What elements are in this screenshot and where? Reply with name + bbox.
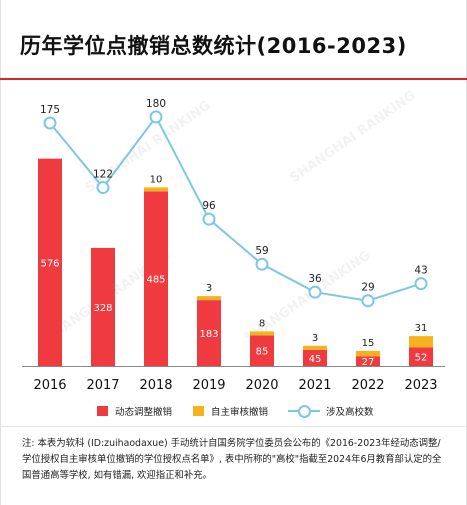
label-dynamic-2023: 52 (415, 353, 428, 364)
point-universities-2020 (255, 257, 269, 271)
label-dynamic-2019: 183 (199, 329, 218, 340)
line-universities (49, 115, 422, 302)
legend-swatch-dynamic (97, 406, 108, 416)
point-universities-2016 (43, 116, 57, 130)
chart-title: 历年学位点撤销总数统计(2016-2023) (20, 34, 407, 58)
bar-dynamic-2023 (409, 347, 433, 366)
legend: 动态调整撤销 自主审核撤销 涉及高校数 (0, 404, 467, 424)
bar-self-2019 (197, 296, 221, 301)
label-universities-2018: 180 (146, 98, 166, 110)
x-tick-2020: 2020 (245, 378, 278, 393)
label-dynamic-2018: 485 (146, 275, 165, 286)
x-tick-2019: 2019 (192, 378, 225, 393)
legend-label-universities: 涉及高校数 (326, 407, 374, 418)
x-tick-2016: 2016 (33, 378, 66, 393)
label-universities-2017: 122 (93, 169, 113, 181)
point-universities-2018 (149, 110, 163, 124)
x-tick-2021: 2021 (298, 378, 331, 393)
bar-self-2018 (144, 187, 168, 192)
label-self-2019: 3 (206, 283, 212, 294)
legend-item-dynamic: 动态调整撤销 (97, 404, 172, 418)
label-dynamic-2017: 328 (93, 303, 112, 314)
bar-dynamic-2018 (144, 191, 168, 366)
label-self-2022: 15 (362, 338, 375, 349)
label-universities-2016: 175 (40, 104, 60, 116)
legend-swatch-universities (288, 405, 320, 418)
point-universities-2023 (414, 277, 428, 291)
footnote: 注: 本表为软科 (ID:zuihaodaxue) 手动统计自国务院学位委员会公… (22, 438, 442, 481)
point-universities-2017 (96, 181, 110, 195)
title-rule (0, 78, 467, 80)
x-tick-2017: 2017 (86, 378, 119, 393)
label-dynamic-2016: 576 (40, 258, 59, 269)
label-universities-2022: 29 (361, 282, 374, 294)
label-dynamic-2021: 45 (309, 354, 322, 365)
legend-label-dynamic: 动态调整撤销 (115, 407, 173, 418)
point-universities-2022 (361, 294, 375, 308)
label-dynamic-2022: 27 (362, 357, 375, 368)
x-tick-2022: 2022 (351, 378, 384, 393)
x-tick-2018: 2018 (139, 378, 172, 393)
chart-plot: SHANGHAI RANKING SHANGHAI RANKINGSHANGHAI… (22, 88, 445, 393)
point-universities-2019 (202, 212, 216, 226)
bar-self-2020 (250, 331, 274, 336)
bar-dynamic-2021 (303, 349, 327, 366)
label-universities-2019: 96 (202, 200, 216, 212)
bar-dynamic-2022 (356, 356, 380, 366)
bar-self-2022 (356, 350, 380, 357)
label-self-2023: 31 (415, 323, 428, 334)
label-universities-2020: 59 (255, 245, 268, 257)
label-self-2021: 3 (312, 333, 318, 344)
label-universities-2021: 36 (308, 273, 322, 285)
legend-swatch-self (193, 406, 204, 416)
label-self-2018: 10 (150, 174, 163, 185)
bar-dynamic-2016 (38, 158, 62, 366)
bar-dynamic-2019 (197, 300, 221, 366)
label-self-2020: 8 (259, 318, 265, 329)
watermark-1: SHANGHAI RANKING (287, 88, 418, 186)
x-tick-2023: 2023 (404, 378, 437, 393)
legend-item-universities: 涉及高校数 (288, 404, 374, 418)
bar-self-2021 (303, 345, 327, 350)
note-divider (0, 426, 467, 427)
bar-dynamic-2017 (91, 247, 115, 366)
legend-item-self: 自主审核撤销 (193, 404, 268, 418)
label-universities-2023: 43 (414, 265, 427, 277)
bar-dynamic-2020 (250, 335, 274, 366)
legend-label-self: 自主审核撤销 (211, 407, 269, 418)
point-universities-2021 (308, 285, 322, 299)
label-dynamic-2020: 85 (256, 347, 269, 358)
bar-self-2023 (409, 336, 433, 348)
